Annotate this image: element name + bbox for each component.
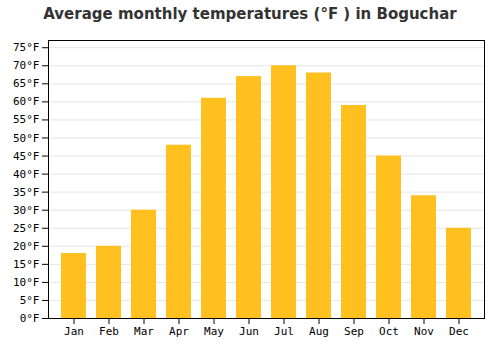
svg-text:55°F: 55°F [13,113,40,126]
svg-text:50°F: 50°F [13,132,40,145]
svg-text:40°F: 40°F [13,168,40,181]
svg-text:Mar: Mar [134,325,154,338]
svg-text:May: May [204,325,224,338]
svg-text:5°F: 5°F [20,294,40,307]
svg-text:60°F: 60°F [13,95,40,108]
svg-text:Aug: Aug [309,325,329,338]
svg-text:25°F: 25°F [13,222,40,235]
svg-text:Jun: Jun [239,325,259,338]
svg-text:65°F: 65°F [13,77,40,90]
svg-text:15°F: 15°F [13,258,40,271]
svg-text:Oct: Oct [379,325,399,338]
svg-text:Sep: Sep [344,325,364,338]
svg-text:Jul: Jul [274,325,294,338]
svg-text:Jan: Jan [64,325,84,338]
svg-text:70°F: 70°F [13,59,40,72]
svg-text:30°F: 30°F [13,204,40,217]
svg-text:45°F: 45°F [13,150,40,163]
svg-text:20°F: 20°F [13,240,40,253]
svg-text:Apr: Apr [169,325,189,338]
svg-text:Nov: Nov [414,325,434,338]
svg-text:10°F: 10°F [13,276,40,289]
svg-text:75°F: 75°F [13,41,40,54]
svg-text:0°F: 0°F [20,312,40,325]
html-text:Average monthly temperatures (: Average monthly temperatures (°F ) in Bo… [43,5,457,23]
svg-text:35°F: 35°F [13,186,40,199]
svg-text:Dec: Dec [449,325,469,338]
svg-text:Feb: Feb [99,325,119,338]
